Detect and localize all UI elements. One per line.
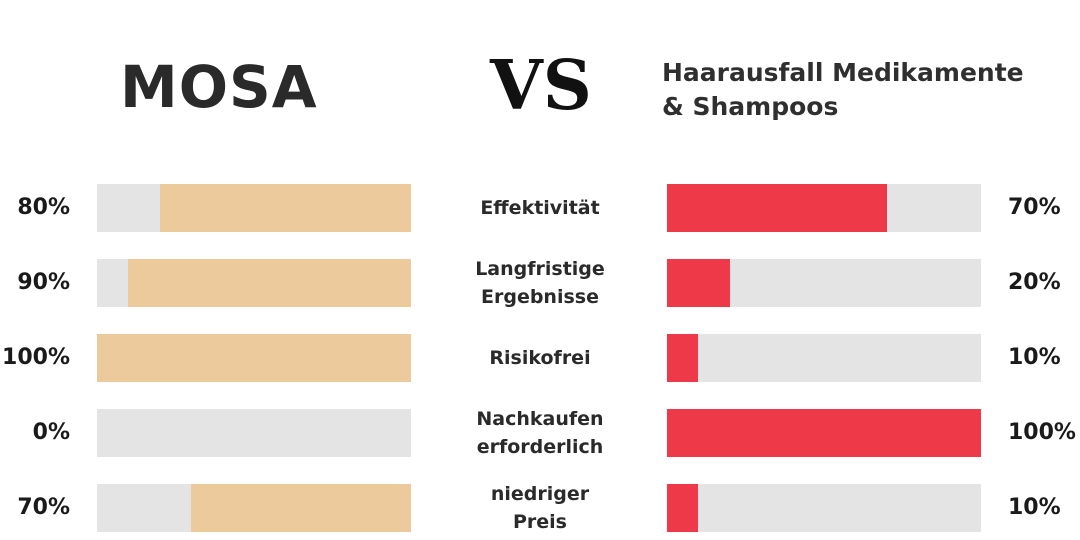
comparison-row: 70% niedriger Preis 10%	[0, 483, 1080, 533]
comparison-row: 80% Effektivität 70%	[0, 184, 1080, 232]
competitor-percent-label: 20%	[1008, 270, 1061, 295]
criterion-label: Nachkaufen erforderlich	[430, 408, 650, 458]
competitor-bar-track	[667, 484, 981, 532]
competitor-bar	[667, 409, 981, 457]
mosa-percent-label: 70%	[17, 495, 70, 520]
competitor-percent-label: 100%	[1008, 420, 1076, 445]
mosa-title: MOSA	[120, 53, 318, 121]
criterion-label-line: Effektivität	[480, 197, 600, 219]
competitor-bar-track	[667, 409, 981, 457]
competitor-title-line-2: & Shampoos	[662, 92, 839, 121]
competitor-percent-label: 10%	[1008, 495, 1061, 520]
mosa-bar-track	[97, 184, 411, 232]
mosa-percent-label: 0%	[32, 420, 70, 445]
competitor-bar	[667, 484, 699, 532]
mosa-percent-label: 90%	[17, 270, 70, 295]
criterion-label-line: erforderlich	[476, 436, 604, 458]
criterion-label-line: Langfristige	[475, 258, 605, 280]
mosa-bar-track	[97, 259, 411, 307]
competitor-bar	[667, 259, 730, 307]
mosa-bar-track	[97, 409, 411, 457]
criterion-label: Risikofrei	[430, 334, 650, 382]
competitor-bar-track	[667, 334, 981, 382]
comparison-row: 90% Langfristige Ergebnisse 20%	[0, 258, 1080, 308]
mosa-bar-track	[97, 484, 411, 532]
criterion-label-line: Preis	[512, 511, 567, 533]
competitor-bar	[667, 334, 699, 382]
competitor-bar-track	[667, 184, 981, 232]
vs-label: VS	[490, 46, 592, 126]
competitor-percent-label: 70%	[1008, 195, 1061, 220]
competitor-bar	[667, 184, 887, 232]
criterion-label: Effektivität	[430, 184, 650, 232]
criterion-label-line: Ergebnisse	[481, 286, 599, 308]
competitor-title: Haarausfall Medikamente & Shampoos	[662, 56, 1072, 124]
competitor-percent-label: 10%	[1008, 345, 1061, 370]
mosa-bar-track	[97, 334, 411, 382]
mosa-bar	[159, 184, 411, 232]
mosa-bar	[191, 484, 411, 532]
criterion-label: Langfristige Ergebnisse	[430, 258, 650, 308]
mosa-bar	[128, 259, 411, 307]
criterion-label-line: Risikofrei	[489, 347, 591, 369]
mosa-percent-label: 100%	[2, 345, 70, 370]
comparison-row: 100% Risikofrei 10%	[0, 334, 1080, 382]
criterion-label: niedriger Preis	[430, 483, 650, 533]
mosa-percent-label: 80%	[17, 195, 70, 220]
competitor-bar-track	[667, 259, 981, 307]
competitor-title-line-1: Haarausfall Medikamente	[662, 58, 1024, 87]
criterion-label-line: niedriger	[490, 483, 590, 505]
mosa-bar	[97, 334, 411, 382]
comparison-row: 0% Nachkaufen erforderlich 100%	[0, 408, 1080, 458]
criterion-label-line: Nachkaufen	[476, 408, 604, 430]
